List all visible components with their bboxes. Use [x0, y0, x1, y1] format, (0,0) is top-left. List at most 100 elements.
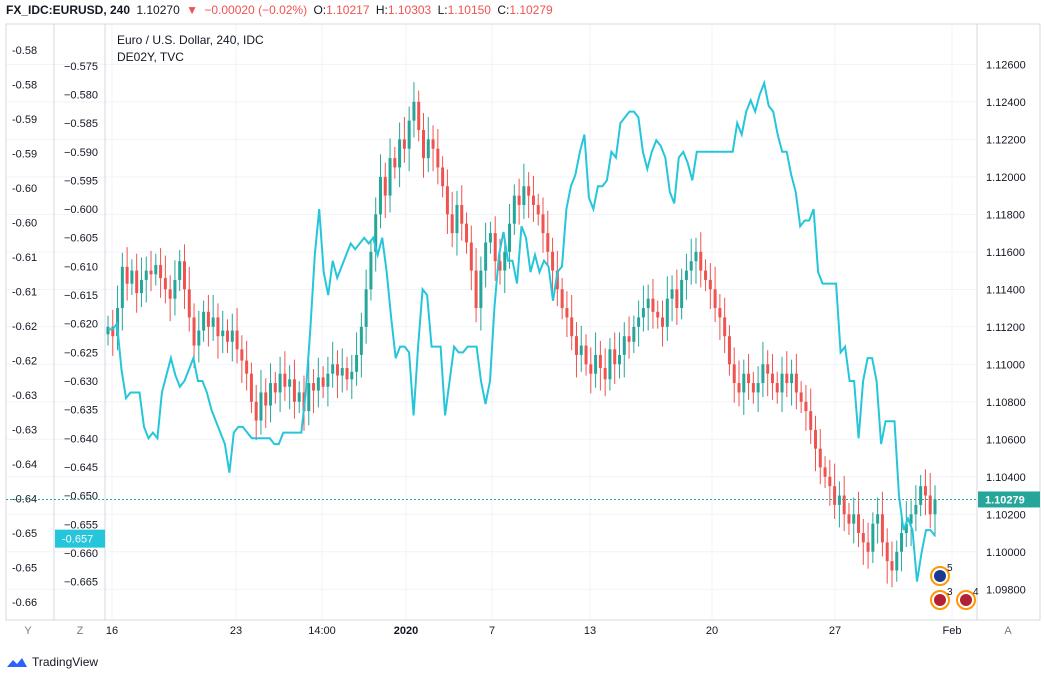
candle-body — [928, 495, 932, 515]
candle-body — [723, 317, 727, 337]
candle-body — [890, 561, 894, 571]
right-price-axis[interactable]: 1.12600 1.12400 1.12200 1.12000 1.11800 1.116… — [986, 59, 1026, 596]
candle-body — [708, 279, 712, 290]
candle-body — [780, 373, 784, 393]
candle-body — [441, 167, 445, 187]
candle-body — [407, 120, 411, 149]
right-axis-tick: 1.09800 — [986, 584, 1026, 596]
right-axis-tick: 1.11400 — [986, 284, 1025, 296]
candle-body — [861, 533, 865, 543]
candle-body — [656, 311, 660, 318]
candle-body — [694, 251, 698, 262]
auto-scale-button[interactable]: A — [1004, 625, 1012, 637]
inner-axis-tick: −0.575 — [64, 61, 98, 73]
candle-body — [775, 383, 779, 393]
candle-body — [139, 279, 143, 294]
candle-body — [536, 204, 540, 215]
event-badge[interactable]: 3 — [930, 587, 953, 610]
inner-left-axis[interactable]: −0.575 −0.580 −0.585 −0.590 −0.595 −0.600 −0.6… — [64, 61, 98, 589]
candle-body — [895, 551, 899, 571]
candle-body — [574, 336, 578, 355]
candle-body — [197, 330, 201, 346]
time-axis-label: Feb — [943, 625, 962, 637]
legend-overlay-series[interactable]: DE02Y, TVC — [117, 50, 184, 64]
symbol-label[interactable]: FX_IDC:EURUSD, 240 — [6, 3, 131, 17]
candle-body — [680, 279, 684, 309]
outer-axis-tick: -0.59 — [12, 149, 37, 161]
outer-axis-tick: -0.64 — [12, 494, 37, 506]
chart-area[interactable]: -0.58 -0.58 -0.59 -0.59 -0.60 -0.60 -0.61 -0.61… — [0, 20, 1044, 655]
event-badge[interactable]: 5 — [930, 563, 953, 586]
candle-body — [345, 368, 349, 380]
candle-body — [192, 317, 196, 346]
candle-body — [517, 195, 521, 205]
candle-body — [474, 270, 478, 309]
candle-body — [627, 336, 631, 342]
candle-body — [684, 270, 688, 280]
candle-body — [555, 270, 559, 290]
candle-body — [646, 298, 650, 309]
candle-body — [388, 158, 392, 196]
candle-body — [632, 326, 636, 342]
candle-body — [412, 101, 416, 121]
chart-frame — [5, 23, 1041, 621]
candle-body — [790, 373, 794, 384]
z-button[interactable]: Z — [77, 625, 84, 637]
outer-axis-tick: -0.65 — [12, 528, 37, 540]
candle-body — [637, 317, 641, 327]
candle-body — [235, 330, 239, 350]
candle-body — [259, 392, 263, 421]
high-value: 1.10303 — [387, 3, 432, 17]
candle-body — [465, 223, 469, 243]
outer-axis-tick: -0.58 — [12, 80, 37, 92]
price-chart[interactable]: -0.58 -0.58 -0.59 -0.59 -0.60 -0.60 -0.61 -0.61… — [0, 20, 1044, 650]
candle-body — [737, 383, 741, 393]
candle-body — [187, 289, 191, 318]
right-axis-tick: 1.10200 — [986, 509, 1026, 521]
time-axis-label: 14:00 — [308, 625, 336, 637]
outer-axis-tick: -0.62 — [12, 356, 37, 368]
candle-body — [560, 289, 564, 309]
tradingview-logo[interactable]: TradingView — [6, 653, 98, 671]
low-label: L: — [437, 3, 448, 17]
candle-body — [670, 289, 674, 299]
candle-body — [727, 336, 731, 365]
inner-axis-tick: −0.655 — [64, 519, 98, 531]
candle-body — [608, 349, 612, 380]
outer-axis-tick: -0.66 — [12, 597, 37, 609]
candle-body — [833, 486, 837, 505]
candle-body — [245, 360, 249, 374]
time-axis-label: 27 — [829, 625, 841, 637]
candle-body — [249, 373, 253, 402]
inner-axis-tick: −0.635 — [64, 405, 98, 417]
candle-body — [221, 330, 225, 337]
candle-body — [551, 251, 555, 271]
candle-body — [900, 533, 904, 552]
inner-axis-tick: −0.640 — [64, 433, 98, 445]
candle-body — [704, 270, 708, 280]
right-axis-tick: 1.11000 — [986, 359, 1025, 371]
candle-body — [871, 523, 875, 552]
legend-main-series[interactable]: Euro / U.S. Dollar, 240, IDC — [117, 33, 264, 47]
event-count: 5 — [947, 563, 953, 574]
candle-body — [297, 392, 301, 402]
candle-body — [125, 266, 129, 284]
last-price: 1.10270 — [136, 3, 180, 17]
y-button[interactable]: Y — [24, 625, 32, 637]
candle-body — [173, 279, 177, 299]
outer-left-axis[interactable]: -0.58 -0.58 -0.59 -0.59 -0.60 -0.60 -0.61 -0.61… — [12, 45, 37, 609]
candle-body — [417, 101, 421, 130]
event-badge[interactable]: 4 — [956, 587, 979, 610]
time-axis-label: 7 — [489, 625, 495, 637]
time-axis[interactable]: 16 23 14:00 2020 7 13 20 27 Feb — [106, 625, 962, 637]
right-axis-tick: 1.12600 — [986, 59, 1026, 71]
economic-events[interactable]: 5 3 4 — [930, 563, 979, 610]
candle-body — [211, 317, 215, 327]
inner-axis-tick: −0.590 — [64, 147, 98, 159]
right-axis-tick: 1.12400 — [986, 97, 1026, 109]
candle-body — [531, 195, 535, 205]
candle-body — [393, 158, 397, 168]
candle-body — [422, 129, 426, 159]
inner-axis-tick: −0.585 — [64, 118, 98, 130]
candle-body — [498, 261, 502, 271]
